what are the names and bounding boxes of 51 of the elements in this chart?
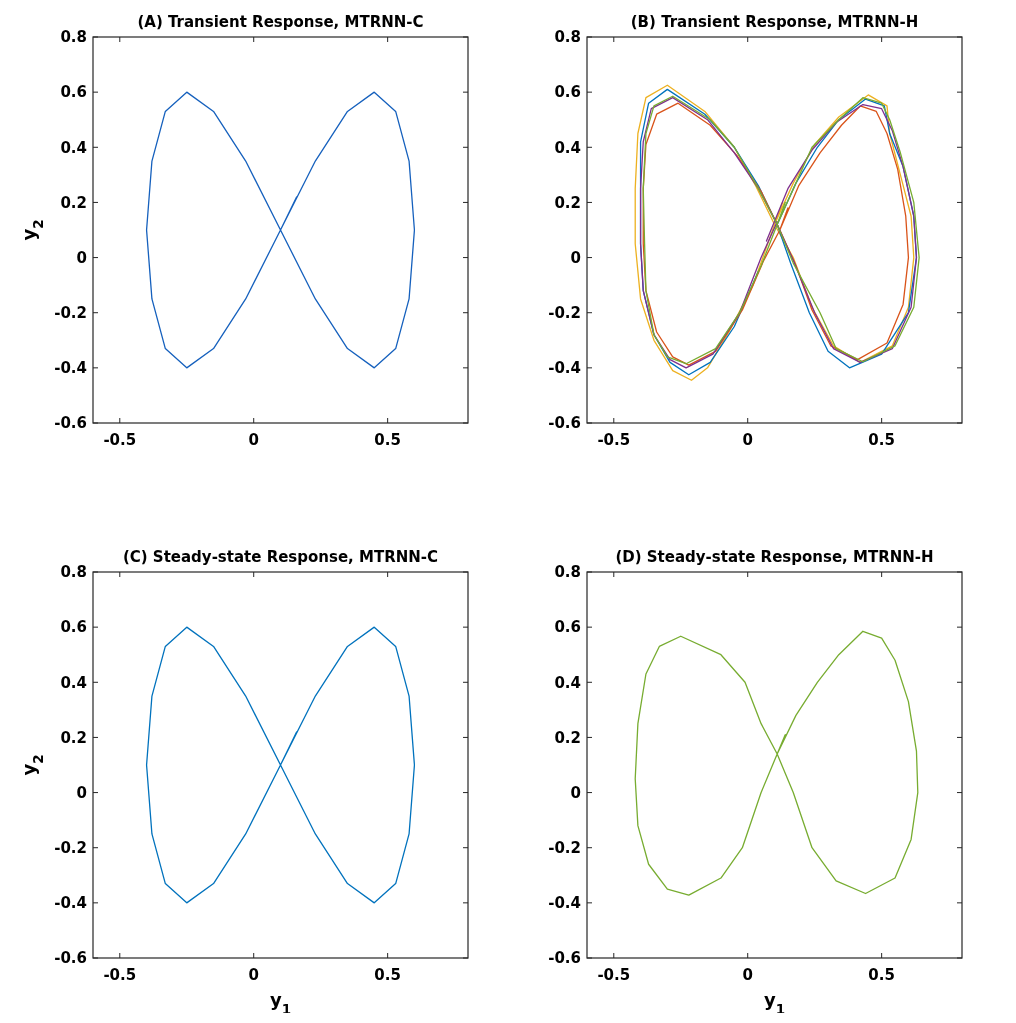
y-tick-label: -0.4 <box>548 894 581 913</box>
y-tick-label: 0.4 <box>60 138 87 157</box>
x-tick-label: 0.5 <box>868 966 895 984</box>
x-tick-label: 0 <box>248 966 259 984</box>
y-tick-label: -0.6 <box>548 949 581 968</box>
y-tick-label: -0.4 <box>54 894 87 913</box>
x-tick-label: 0 <box>742 966 753 984</box>
chart-title: (D) Steady-state Response, MTRNN-H <box>615 548 934 566</box>
x-tick-label: 0.5 <box>868 431 895 449</box>
y-tick-label: 0 <box>570 783 581 802</box>
y-tick-label: 0.2 <box>554 728 581 747</box>
x-tick-label: 0 <box>742 431 753 449</box>
chart-title: (A) Transient Response, MTRNN-C <box>137 13 424 31</box>
y-tick-label: -0.4 <box>548 359 581 378</box>
x-tick-label: 0 <box>248 431 259 449</box>
y-tick-label: 0 <box>76 248 87 267</box>
x-tick-label: -0.5 <box>597 431 631 449</box>
y-tick-label: 0.8 <box>60 563 87 582</box>
line-series <box>145 626 416 904</box>
x-tick-label: 0.5 <box>374 431 401 449</box>
line-series <box>145 91 416 369</box>
y-tick-label: -0.2 <box>548 838 581 857</box>
y-tick-label: 0.8 <box>60 28 87 47</box>
y-tick-label: -0.2 <box>54 838 87 857</box>
y-tick-label: -0.6 <box>54 949 87 968</box>
y-tick-label: 0.6 <box>60 83 87 102</box>
x-tick-label: 0.5 <box>374 966 401 984</box>
y-tick-label: 0.2 <box>554 193 581 212</box>
x-tick-label: -0.5 <box>597 966 631 984</box>
y-tick-label: 0.4 <box>60 673 87 692</box>
chart-title: (B) Transient Response, MTRNN-H <box>630 13 919 31</box>
y-tick-label: -0.2 <box>54 303 87 322</box>
y-tick-label: 0.4 <box>554 673 581 692</box>
y-tick-label: -0.2 <box>548 303 581 322</box>
y-tick-label: 0.8 <box>554 563 581 582</box>
chart-title: (C) Steady-state Response, MTRNN-C <box>122 548 439 566</box>
y-tick-label: 0.4 <box>554 138 581 157</box>
y-tick-label: -0.6 <box>548 414 581 433</box>
y-tick-label: 0 <box>570 248 581 267</box>
x-tick-label: -0.5 <box>103 966 137 984</box>
line-series <box>634 630 919 896</box>
y-tick-label: -0.6 <box>54 414 87 433</box>
y-tick-label: 0 <box>76 783 87 802</box>
y-tick-label: -0.4 <box>54 359 87 378</box>
y-tick-label: 0.8 <box>554 28 581 47</box>
y-tick-label: 0.6 <box>554 83 581 102</box>
y-tick-label: 0.6 <box>60 618 87 637</box>
y-tick-label: 0.2 <box>60 728 87 747</box>
y-tick-label: 0.6 <box>554 618 581 637</box>
x-tick-label: -0.5 <box>103 431 137 449</box>
y-tick-label: 0.2 <box>60 193 87 212</box>
